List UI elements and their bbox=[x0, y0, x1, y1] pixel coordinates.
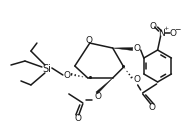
Polygon shape bbox=[96, 78, 113, 94]
Text: O: O bbox=[133, 43, 140, 53]
Text: O: O bbox=[149, 22, 156, 31]
Text: O: O bbox=[85, 36, 92, 45]
Text: O: O bbox=[148, 103, 155, 112]
Text: O: O bbox=[74, 114, 81, 123]
Text: −: − bbox=[174, 26, 181, 35]
Text: O: O bbox=[94, 92, 101, 101]
Text: O: O bbox=[133, 75, 140, 84]
Text: O: O bbox=[169, 29, 176, 38]
Text: Si: Si bbox=[43, 64, 51, 74]
Text: +: + bbox=[163, 26, 168, 31]
Text: O: O bbox=[63, 72, 70, 80]
Text: N: N bbox=[158, 29, 165, 38]
Polygon shape bbox=[113, 48, 133, 51]
